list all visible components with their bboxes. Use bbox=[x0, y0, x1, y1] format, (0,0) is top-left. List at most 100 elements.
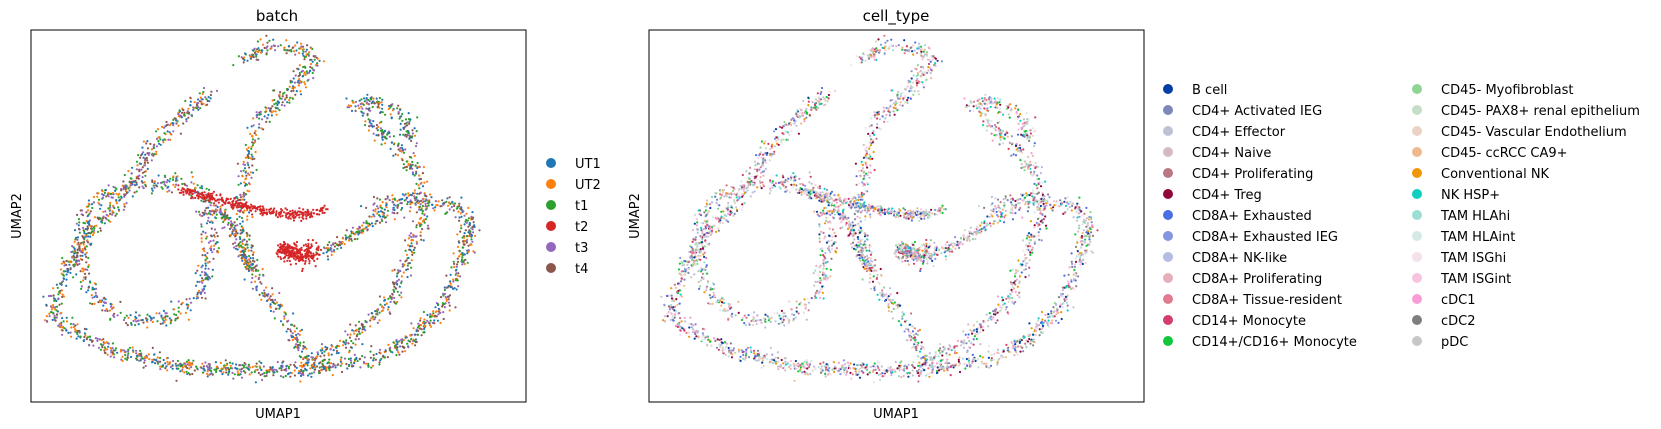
scatter-point bbox=[404, 249, 407, 252]
scatter-point bbox=[76, 238, 79, 241]
scatter-point bbox=[159, 322, 162, 325]
scatter-point bbox=[407, 194, 410, 197]
scatter-point bbox=[361, 114, 364, 117]
scatter-point bbox=[271, 105, 274, 108]
scatter-point bbox=[336, 236, 339, 239]
scatter-point bbox=[305, 70, 308, 73]
scatter-point bbox=[441, 303, 444, 307]
scatter-point bbox=[90, 340, 94, 343]
scatter-point bbox=[367, 118, 370, 121]
scatter-point bbox=[348, 351, 351, 354]
scatter-point bbox=[697, 335, 700, 338]
scatter-point bbox=[820, 371, 823, 374]
scatter-point bbox=[89, 235, 92, 238]
scatter-point bbox=[245, 231, 248, 235]
scatter-point bbox=[248, 190, 251, 193]
scatter-point bbox=[138, 359, 141, 362]
scatter-point bbox=[146, 167, 149, 170]
legend-marker-t1 bbox=[546, 200, 556, 210]
scatter-point bbox=[366, 112, 369, 116]
scatter-point bbox=[272, 44, 275, 47]
scatter-point bbox=[305, 53, 308, 57]
scatter-point bbox=[187, 111, 190, 114]
scatter-point bbox=[300, 369, 303, 372]
scatter-point bbox=[122, 208, 125, 211]
scatter-point bbox=[464, 218, 468, 222]
scatter-point bbox=[357, 337, 360, 341]
scatter-point bbox=[248, 211, 251, 214]
scatter-point bbox=[306, 44, 309, 47]
scatter-point bbox=[390, 116, 393, 119]
scatter-point bbox=[179, 312, 182, 315]
scatter-point bbox=[84, 235, 87, 238]
scatter-point bbox=[302, 341, 305, 344]
scatter-point bbox=[702, 253, 705, 256]
scatter-point bbox=[299, 341, 302, 344]
scatter-point bbox=[244, 255, 247, 258]
scatter-point bbox=[251, 262, 254, 266]
scatter-point bbox=[411, 239, 415, 242]
scatter-point bbox=[462, 246, 465, 249]
scatter-point bbox=[173, 308, 176, 311]
scatter-point bbox=[699, 248, 702, 251]
scatter-point bbox=[199, 196, 203, 199]
scatter-point bbox=[446, 295, 449, 298]
scatter-point bbox=[824, 375, 827, 378]
scatter-point bbox=[303, 81, 306, 84]
scatter-point bbox=[320, 365, 323, 368]
scatter-point bbox=[753, 160, 757, 163]
scatter-point bbox=[244, 184, 247, 187]
scatter-point bbox=[416, 161, 419, 165]
scatter-point bbox=[280, 369, 283, 372]
scatter-point bbox=[147, 153, 150, 156]
scatter-point bbox=[245, 267, 248, 270]
scatter-point bbox=[282, 376, 285, 379]
scatter-point bbox=[753, 168, 757, 171]
scatter-point bbox=[395, 302, 398, 305]
scatter-point bbox=[174, 185, 177, 188]
scatter-point bbox=[386, 356, 389, 359]
scatter-point bbox=[279, 97, 282, 100]
scatter-point bbox=[149, 319, 152, 322]
scatter-point bbox=[78, 231, 81, 234]
scatter-point bbox=[939, 362, 942, 365]
scatter-point bbox=[114, 186, 117, 189]
scatter-point bbox=[363, 100, 366, 103]
scatter-point bbox=[694, 331, 697, 334]
scatter-point bbox=[216, 209, 219, 212]
scatter-point bbox=[279, 44, 282, 47]
scatter-point bbox=[369, 350, 372, 353]
scatter-point bbox=[357, 328, 360, 331]
scatter-point bbox=[843, 367, 847, 370]
scatter-point bbox=[316, 62, 319, 65]
scatter-point bbox=[243, 238, 246, 241]
scatter-point bbox=[402, 271, 405, 274]
scatter-point bbox=[148, 315, 151, 318]
scatter-point bbox=[260, 368, 263, 372]
scatter-point bbox=[344, 330, 347, 333]
scatter-point bbox=[815, 102, 818, 105]
scatter-point bbox=[175, 183, 178, 186]
batch-title: batch bbox=[256, 7, 298, 25]
scatter-point bbox=[374, 222, 377, 225]
scatter-point bbox=[725, 219, 728, 222]
scatter-point bbox=[287, 319, 290, 322]
scatter-point bbox=[285, 39, 288, 42]
scatter-point bbox=[99, 300, 102, 303]
scatter-point bbox=[241, 198, 244, 201]
scatter-point bbox=[200, 296, 204, 299]
scatter-point bbox=[345, 229, 348, 232]
scatter-point bbox=[249, 260, 252, 263]
scatter-point bbox=[251, 276, 254, 280]
scatter-point bbox=[199, 274, 202, 277]
scatter-point bbox=[789, 364, 792, 367]
scatter-point bbox=[378, 221, 382, 224]
scatter-point bbox=[298, 344, 302, 347]
scatter-point bbox=[688, 326, 691, 329]
scatter-point bbox=[727, 355, 730, 358]
scatter-point bbox=[361, 229, 364, 232]
scatter-point bbox=[292, 70, 295, 73]
scatter-point bbox=[300, 219, 303, 222]
